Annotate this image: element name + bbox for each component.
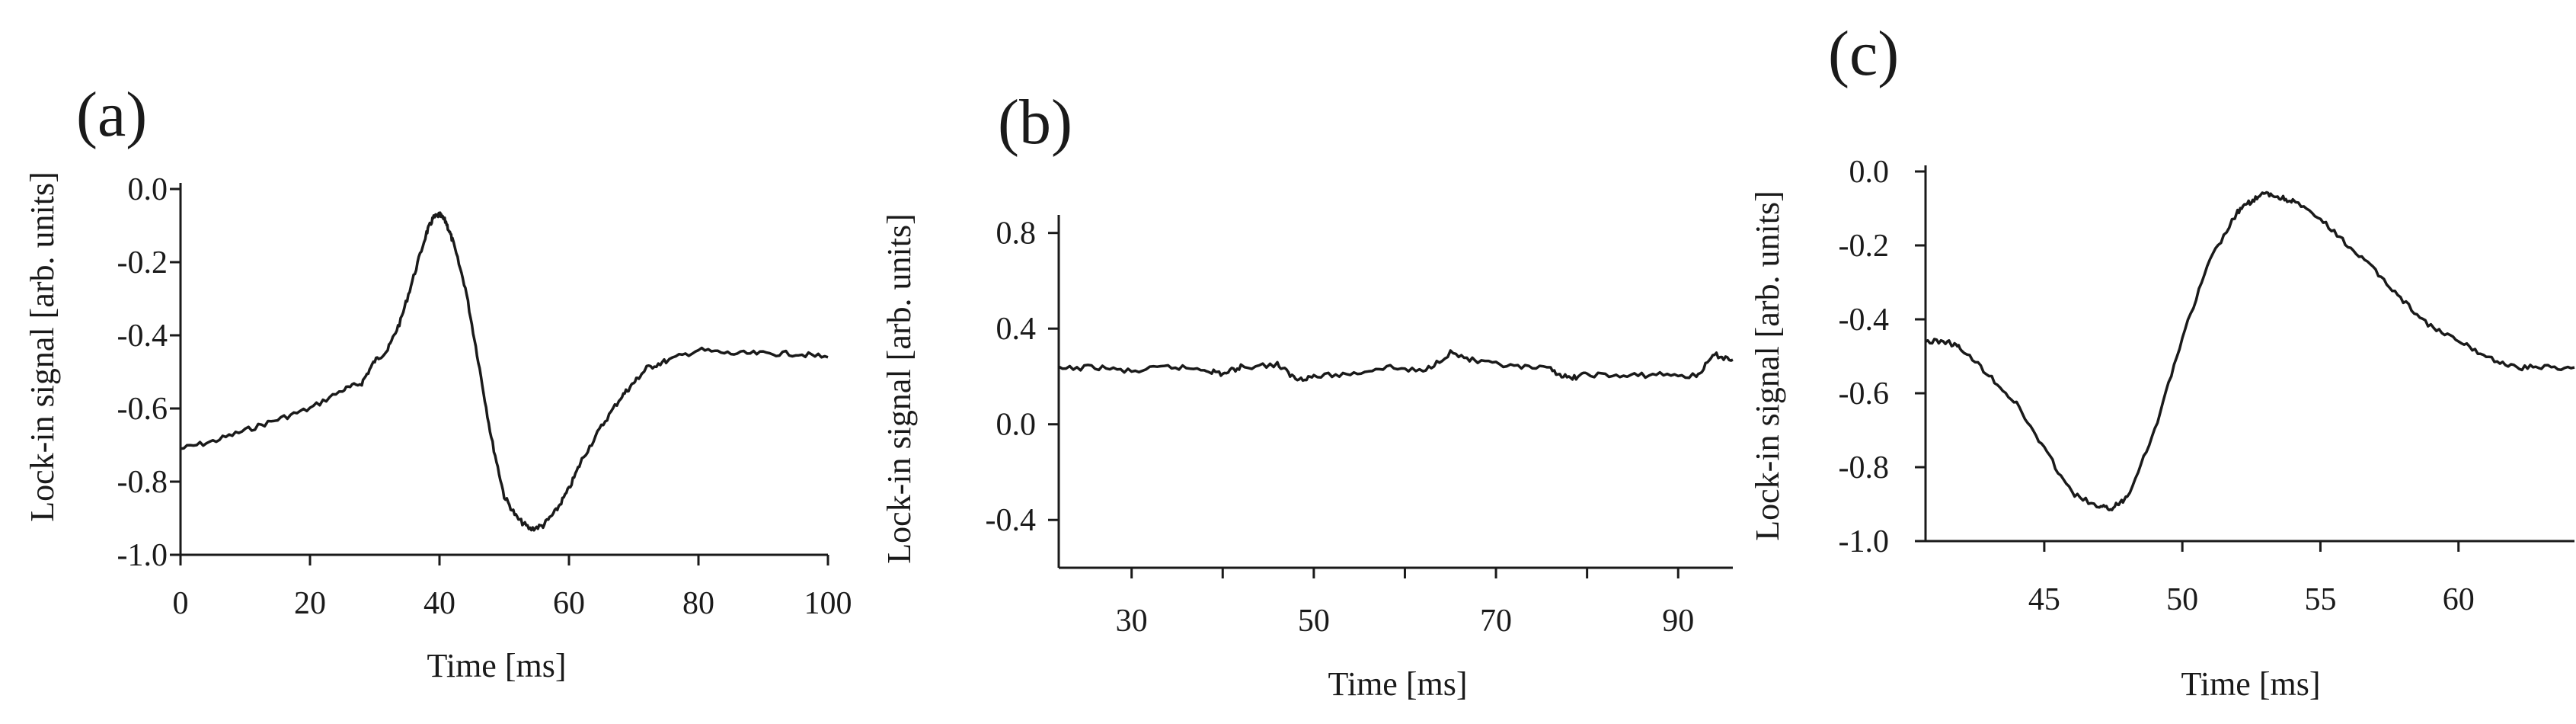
panel-b-xlabel: Time [ms] bbox=[1328, 665, 1468, 703]
panel-b-label: (b) bbox=[998, 87, 1072, 158]
x-tick-label: 50 bbox=[1298, 604, 1330, 639]
x-tick-label: 60 bbox=[553, 586, 585, 621]
panel-c-label: (c) bbox=[1828, 18, 1899, 89]
panel-b-ylabel: Lock-in signal [arb. units] bbox=[881, 213, 918, 563]
series-line-signal bbox=[180, 211, 829, 532]
y-tick-label: -0.4 bbox=[117, 319, 168, 354]
panel-a-label: (a) bbox=[76, 79, 147, 150]
y-tick-label: -0.8 bbox=[1839, 450, 1890, 485]
x-tick-label: 55 bbox=[2304, 582, 2336, 617]
x-tick-label: 45 bbox=[2028, 582, 2060, 617]
panel-c-xlabel: Time [ms] bbox=[2181, 665, 2321, 703]
x-tick-label: 20 bbox=[294, 586, 326, 621]
x-tick-label: 40 bbox=[423, 586, 455, 621]
y-tick-label: 0.0 bbox=[128, 172, 168, 207]
y-tick-label: -0.8 bbox=[117, 465, 168, 500]
x-tick-label: 50 bbox=[2166, 582, 2198, 617]
y-tick-label: -0.6 bbox=[1839, 376, 1890, 412]
x-tick-label: 0 bbox=[173, 586, 189, 621]
panel-c: (c) Time [ms] Lock-in signal [arb. units… bbox=[1749, 18, 2575, 703]
panel-b: (b) Time [ms] Lock-in signal [arb. units… bbox=[881, 87, 1734, 703]
panel-a-xlabel: Time [ms] bbox=[427, 647, 567, 684]
x-tick-label: 60 bbox=[2443, 582, 2475, 617]
y-tick-label: -0.6 bbox=[117, 392, 168, 427]
panel-a-ylabel: Lock-in signal [arb. units] bbox=[24, 171, 61, 521]
panel-a: (a) Time [ms] Lock-in signal [arb. units… bbox=[24, 79, 852, 684]
y-tick-label: -0.4 bbox=[986, 503, 1037, 538]
y-tick-label: 0.4 bbox=[996, 312, 1037, 347]
y-tick-label: -0.2 bbox=[1839, 229, 1890, 264]
y-tick-label: -1.0 bbox=[1839, 524, 1890, 559]
series-line-signal bbox=[1925, 191, 2575, 511]
y-tick-label: -0.4 bbox=[1839, 303, 1890, 338]
x-tick-label: 70 bbox=[1480, 604, 1512, 639]
y-tick-label: 0.8 bbox=[996, 216, 1037, 251]
y-tick-label: 0.0 bbox=[996, 408, 1037, 443]
panel-c-ylabel: Lock-in signal [arb. units] bbox=[1749, 191, 1786, 540]
x-tick-label: 90 bbox=[1662, 604, 1694, 639]
series-line-signal bbox=[1058, 349, 1734, 383]
x-tick-label: 30 bbox=[1116, 604, 1148, 639]
x-tick-label: 80 bbox=[682, 586, 714, 621]
y-tick-label: 0.0 bbox=[1849, 155, 1890, 190]
x-tick-label: 100 bbox=[804, 586, 852, 621]
y-tick-label: -0.2 bbox=[117, 245, 168, 280]
y-tick-label: -1.0 bbox=[117, 538, 168, 573]
